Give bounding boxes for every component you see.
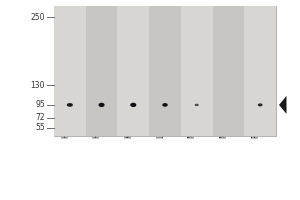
Text: M.brain: M.brain	[188, 109, 197, 138]
Text: HT-29: HT-29	[93, 116, 102, 138]
Text: LNCap: LNCap	[156, 113, 165, 138]
Text: 130: 130	[31, 81, 45, 90]
Text: M.liver: M.liver	[219, 112, 228, 138]
Text: Hela: Hela	[61, 121, 70, 138]
Text: 95: 95	[35, 100, 45, 109]
Text: 72: 72	[35, 113, 45, 122]
Text: 250: 250	[31, 13, 45, 22]
Text: K562: K562	[124, 118, 133, 138]
Text: R.heart: R.heart	[251, 110, 260, 138]
Text: 55: 55	[35, 123, 45, 132]
